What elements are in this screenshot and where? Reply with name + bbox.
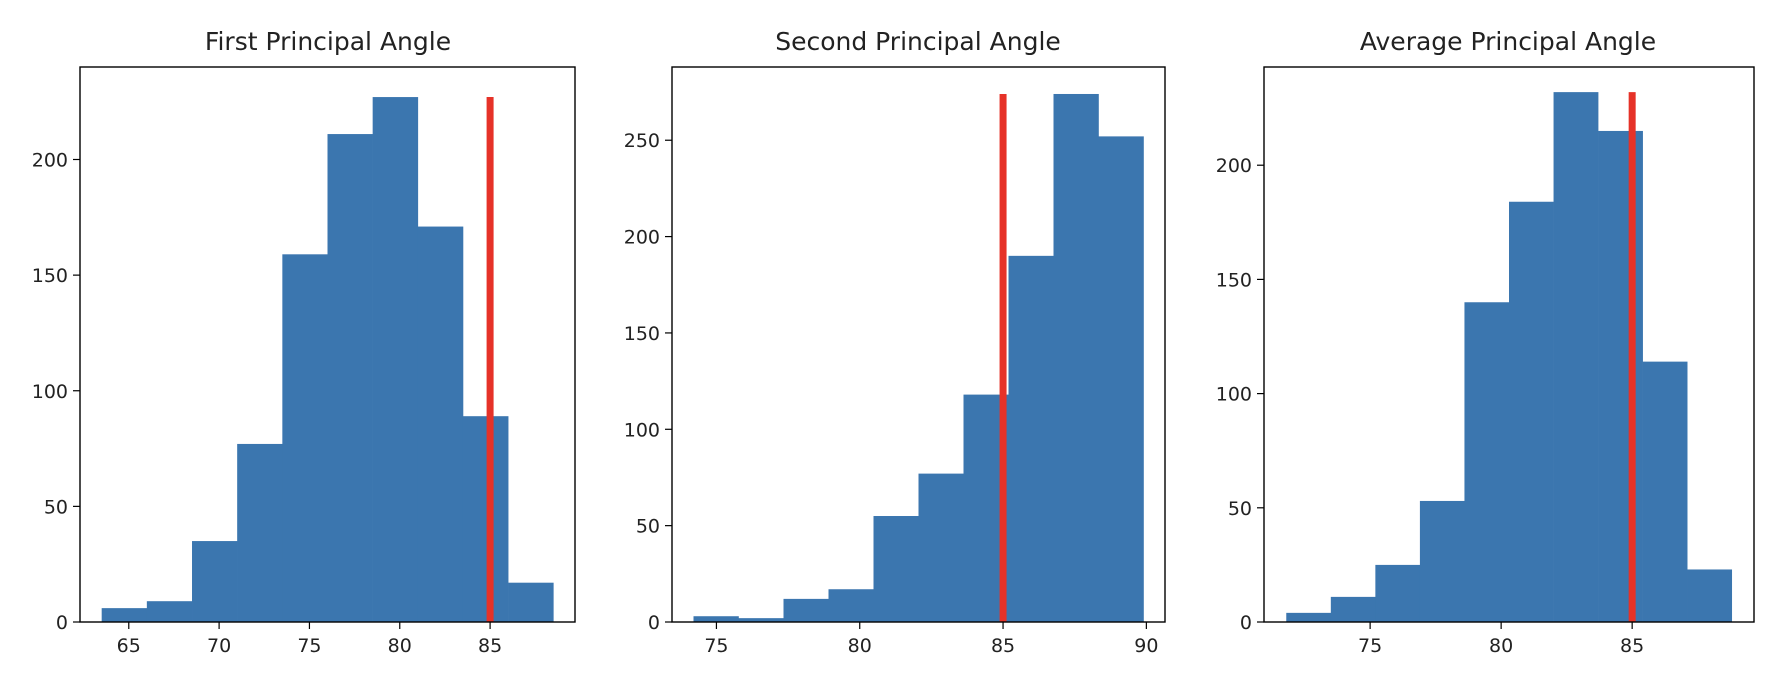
- histogram-bar: [1286, 612, 1332, 622]
- histogram-bar: [693, 616, 739, 622]
- x-tick-label: 75: [704, 635, 728, 657]
- y-tick-label: 150: [1216, 269, 1252, 291]
- histogram-bar: [417, 226, 464, 622]
- x-tick-label: 65: [117, 635, 141, 657]
- panel-title: Average Principal Angle: [1360, 27, 1656, 56]
- y-tick-label: 0: [648, 612, 660, 634]
- histogram-bar: [1330, 596, 1376, 622]
- x-tick-label: 80: [1489, 635, 1513, 657]
- x-axis-ticks: 75 80 85 90: [704, 622, 1158, 657]
- histogram-bar: [1553, 92, 1599, 623]
- histogram-bar: [282, 254, 328, 622]
- x-tick-label: 70: [207, 635, 231, 657]
- histogram-bar: [1098, 136, 1144, 623]
- x-axis-ticks: 75 80 85: [1358, 622, 1644, 657]
- y-tick-label: 200: [32, 150, 68, 172]
- histogram-bar: [783, 598, 829, 623]
- y-tick-label: 250: [624, 130, 660, 152]
- y-axis-ticks: 0 50 100 150 200: [32, 150, 80, 634]
- y-tick-label: 50: [44, 496, 68, 518]
- y-tick-label: 50: [1228, 498, 1252, 520]
- y-tick-label: 150: [624, 323, 660, 345]
- first-angle-panel: First Principal Angle 65 70 75 80 85 0 50 100 1…: [32, 27, 576, 657]
- x-tick-label: 75: [1358, 635, 1382, 657]
- histogram-bar: [1375, 564, 1421, 622]
- y-tick-label: 100: [624, 419, 660, 441]
- x-tick-label: 80: [388, 635, 412, 657]
- x-tick-label: 80: [848, 635, 872, 657]
- axes-frame: [671, 66, 1166, 623]
- histogram-bar: [873, 516, 919, 622]
- histogram-bar: [828, 589, 874, 622]
- histogram-bar: [237, 443, 283, 622]
- y-tick-label: 100: [1216, 384, 1252, 406]
- y-axis-ticks: 0 50 100 150 200: [1216, 155, 1264, 634]
- histogram-bar: [1419, 500, 1465, 622]
- histogram-bar: [192, 541, 238, 622]
- axes-frame: [79, 66, 576, 623]
- x-axis-ticks: 65 70 75 80 85: [117, 622, 502, 657]
- histogram-bars: [693, 93, 1144, 623]
- second-angle-panel: Second Principal Angle 75 80 85 90 0 50 100 15…: [624, 27, 1166, 657]
- histogram-bar: [918, 473, 964, 622]
- average-angle-panel: Average Principal Angle 75 80 85 0 50 100 150…: [1216, 27, 1755, 657]
- histogram-bar: [508, 582, 554, 622]
- histogram-bar: [462, 416, 509, 622]
- y-tick-label: 200: [624, 227, 660, 249]
- x-tick-label: 85: [478, 635, 502, 657]
- x-tick-label: 90: [1134, 635, 1158, 657]
- histogram-bar: [327, 134, 373, 622]
- y-tick-label: 0: [1240, 612, 1252, 634]
- histogram-bar: [1008, 255, 1054, 622]
- histogram-bars: [101, 97, 554, 623]
- y-tick-label: 100: [32, 381, 68, 403]
- histogram-bar: [738, 618, 784, 622]
- histogram-bar: [1053, 93, 1099, 623]
- y-tick-label: 0: [56, 612, 68, 634]
- histogram-bar: [372, 97, 419, 622]
- histogram-bars: [1286, 92, 1733, 623]
- axes-frame: [1263, 66, 1755, 623]
- histogram-bar: [101, 608, 148, 623]
- y-tick-label: 50: [636, 516, 660, 538]
- y-tick-label: 150: [32, 265, 68, 287]
- histogram-bar: [1464, 302, 1510, 622]
- y-tick-label: 200: [1216, 155, 1252, 177]
- histogram-bar: [1642, 361, 1688, 622]
- panel-title: Second Principal Angle: [775, 27, 1061, 56]
- histogram-bar: [1687, 569, 1733, 622]
- x-tick-label: 75: [297, 635, 321, 657]
- histogram-bar: [1598, 130, 1643, 622]
- x-tick-label: 85: [1620, 635, 1644, 657]
- y-axis-ticks: 0 50 100 150 200 250: [624, 130, 672, 634]
- histogram-bar: [1509, 201, 1554, 622]
- histogram-bar: [146, 601, 193, 622]
- x-tick-label: 85: [991, 635, 1015, 657]
- panel-title: First Principal Angle: [205, 27, 451, 56]
